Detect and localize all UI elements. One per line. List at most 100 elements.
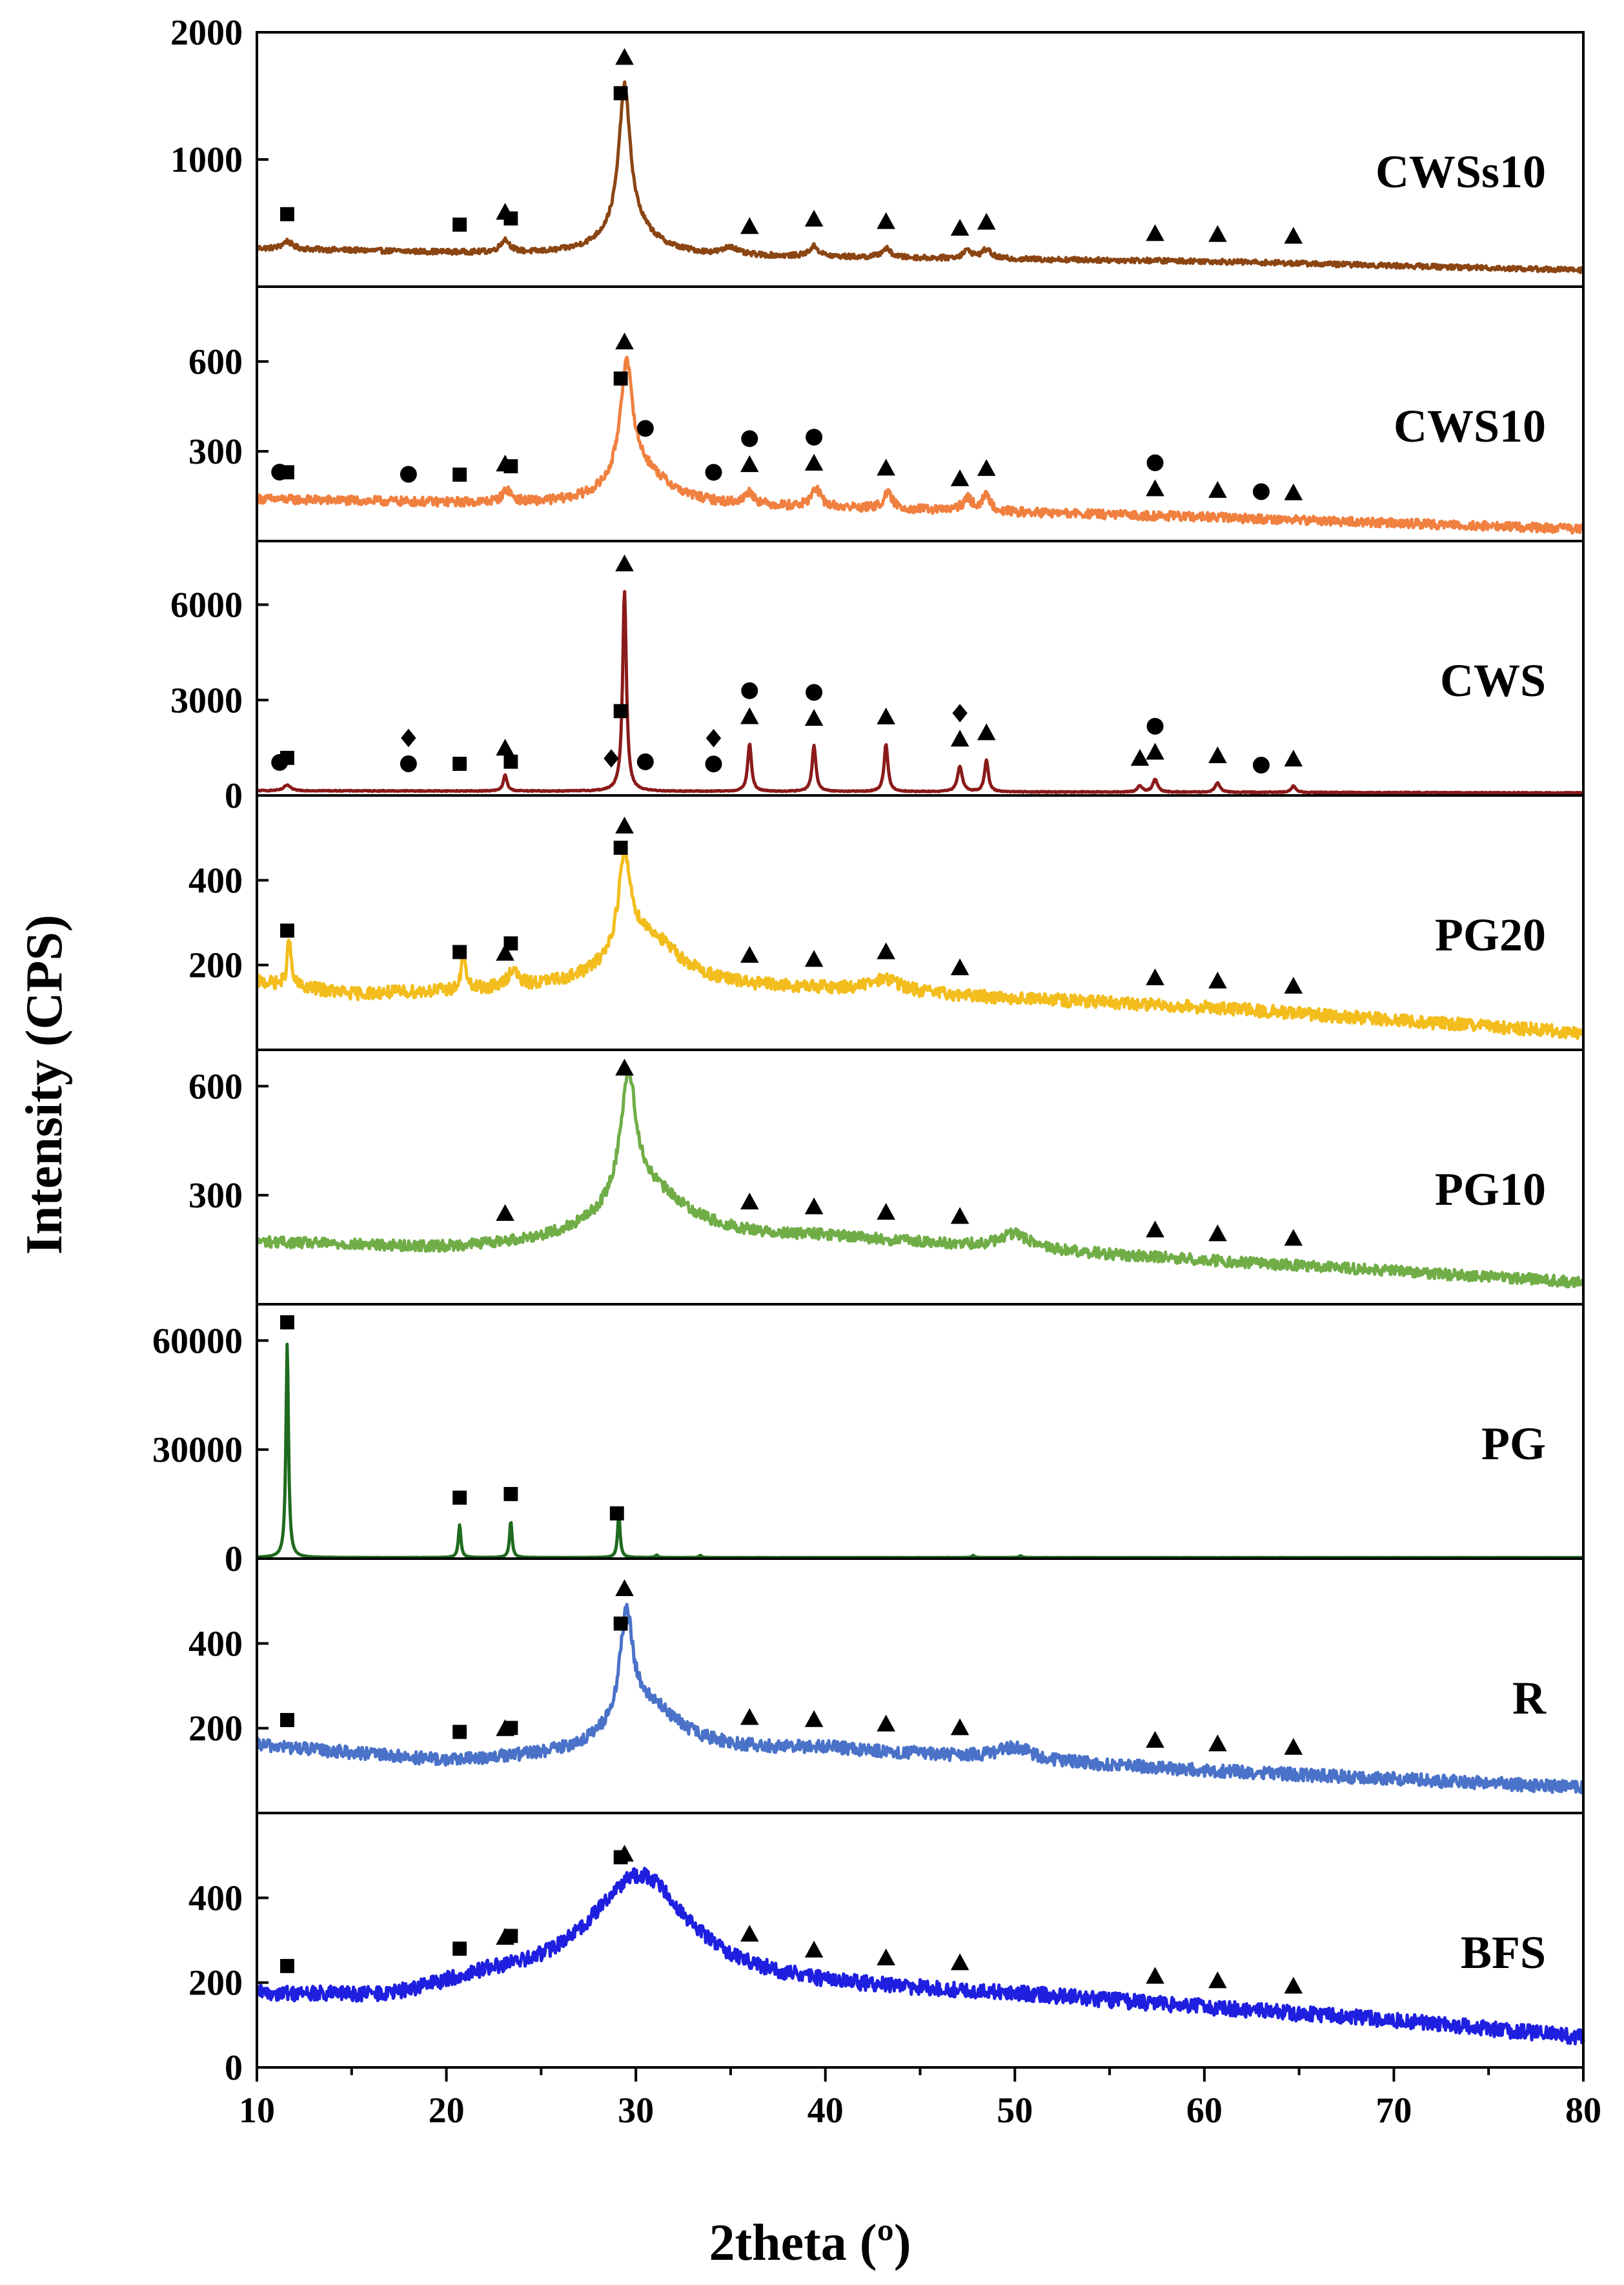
circle-marker [1252, 483, 1270, 500]
diamond-marker [952, 704, 968, 722]
series-line-pg10 [255, 1069, 1585, 1289]
triangle-marker [977, 212, 996, 230]
y-tick-label: 300 [188, 1176, 243, 1216]
triangle-marker [1146, 479, 1164, 497]
triangle-marker [1284, 227, 1303, 244]
square-marker [503, 754, 518, 769]
x-tick-label: 10 [239, 2091, 275, 2131]
square-marker [613, 86, 628, 101]
series-line-cwss10 [255, 80, 1585, 274]
triangle-marker [804, 1940, 824, 1958]
triangle-marker [804, 453, 824, 471]
circle-marker [1146, 454, 1164, 471]
circle-marker [806, 429, 823, 446]
triangle-marker [1208, 971, 1227, 989]
square-marker [452, 1725, 467, 1739]
triangle-marker [1284, 1737, 1303, 1755]
triangle-marker [804, 709, 824, 726]
panel-bfs: 0 200 400 BFS [188, 1812, 1585, 2088]
circle-marker [705, 755, 722, 773]
triangle-marker [740, 1925, 759, 1942]
square-marker [503, 936, 518, 951]
panel-label-pg: PG [1481, 1418, 1546, 1470]
square-marker [613, 841, 628, 855]
circle-marker [705, 464, 722, 481]
triangle-marker [496, 1204, 514, 1221]
panel-frame [256, 794, 1585, 1051]
y-tick-label: 0 [225, 2048, 243, 2088]
square-marker [280, 923, 294, 938]
panel-pg20: 200 400 PG20 [188, 794, 1585, 1051]
x-axis: 10 20 30 40 50 60 70 80 [239, 2067, 1601, 2131]
triangle-marker [615, 333, 634, 350]
square-marker [452, 757, 467, 771]
square-marker [503, 1487, 518, 1501]
triangle-marker [877, 707, 895, 724]
triangle-marker [740, 1193, 759, 1210]
circle-marker [806, 684, 823, 701]
panel-frame [256, 1812, 1585, 2069]
square-marker [613, 1616, 628, 1631]
panel-cws: 0 3000 6000 CWS [170, 540, 1585, 816]
square-marker [503, 1929, 518, 1943]
panel-cwss10: 1000 2000 CWSs10 [170, 13, 1585, 288]
x-axis-title: 2theta (º) [709, 2215, 911, 2271]
triangle-marker [1284, 976, 1303, 994]
diamond-marker [401, 728, 416, 748]
square-marker [503, 211, 518, 226]
circle-marker [1146, 717, 1164, 735]
triangle-marker [977, 459, 996, 476]
square-marker [609, 1506, 624, 1521]
triangle-marker [950, 1953, 969, 1971]
panel-label-cws10: CWS10 [1394, 400, 1546, 452]
x-tick-label: 70 [1375, 2091, 1412, 2131]
triangle-marker [615, 1058, 634, 1076]
triangle-marker [615, 554, 634, 571]
series-line-cws10 [255, 355, 1585, 535]
triangle-marker [950, 958, 969, 976]
panel-r: 200 400 R [188, 1557, 1585, 1814]
triangle-marker [740, 217, 759, 234]
triangle-marker [950, 1207, 969, 1224]
square-marker [452, 467, 467, 482]
triangle-marker [615, 1579, 634, 1597]
triangle-marker [950, 1718, 969, 1736]
peak-markers [280, 1845, 1303, 1994]
triangle-marker [950, 469, 969, 487]
triangle-marker [615, 48, 634, 65]
triangle-marker [1146, 1730, 1164, 1748]
series-line-pg20 [255, 846, 1585, 1040]
y-tick-label: 6000 [170, 586, 243, 626]
triangle-marker [877, 1948, 895, 1965]
x-tick-label: 80 [1565, 2091, 1601, 2131]
panel-cws10: 300 600 CWS10 [188, 285, 1585, 542]
triangle-marker [877, 458, 895, 476]
triangle-marker [1208, 481, 1227, 498]
y-tick-label: 3000 [170, 681, 243, 721]
square-marker [280, 465, 294, 480]
y-tick-label: 400 [188, 861, 243, 901]
series-line-bfs [255, 1867, 1585, 2045]
peak-markers [280, 1315, 624, 1521]
triangle-marker [1284, 750, 1303, 767]
panel-label-bfs: BFS [1461, 1927, 1546, 1978]
triangle-marker [1208, 1971, 1227, 1989]
triangle-marker [877, 1203, 895, 1220]
triangle-marker [1208, 1734, 1227, 1752]
triangle-marker [1146, 224, 1164, 241]
x-tick-label: 60 [1186, 2091, 1223, 2131]
triangle-marker [1146, 1220, 1164, 1238]
y-tick-label: 60000 [152, 1321, 243, 1361]
circle-marker [1252, 757, 1270, 774]
y-axis-title: Intensity (CPS) [16, 915, 73, 1255]
triangle-marker [740, 946, 759, 963]
square-marker [503, 1721, 518, 1736]
y-tick-label: 2000 [170, 13, 243, 53]
square-marker [280, 1315, 294, 1329]
triangle-marker [1284, 483, 1303, 500]
square-marker [280, 207, 294, 221]
y-tick-label: 400 [188, 1878, 243, 1918]
peak-markers [271, 554, 1303, 774]
panel-pg: 0 30000 60000 PG [152, 1303, 1585, 1579]
panel-label-cwss10: CWSs10 [1375, 146, 1546, 198]
